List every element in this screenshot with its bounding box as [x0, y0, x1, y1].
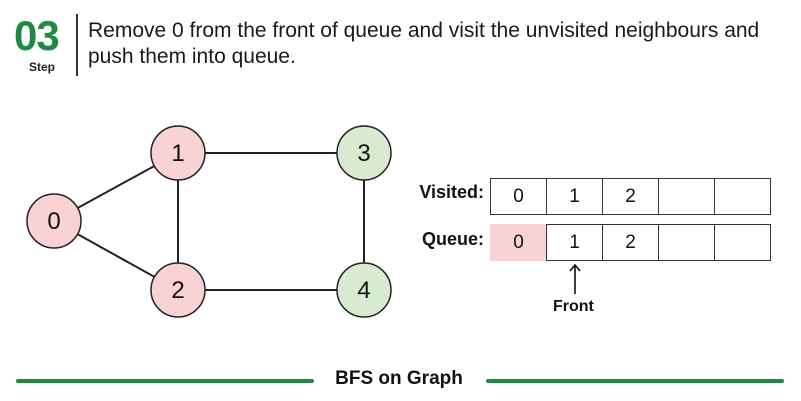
step-divider	[76, 14, 78, 76]
node-circle	[336, 125, 392, 181]
node-label: 2	[171, 277, 184, 304]
footer-rule-right	[486, 379, 784, 383]
graph-diagram: 0 1 2 3 4	[26, 125, 392, 318]
visited-cell: 2	[602, 178, 659, 215]
queue-cell-dequeued: 0	[490, 224, 547, 261]
step-badge: 03 Step	[14, 12, 74, 75]
graph-node-3: 3	[336, 125, 392, 181]
front-arrow-icon	[569, 263, 581, 294]
visited-cell: 0	[490, 178, 547, 215]
queue-array: 0 1 2	[490, 224, 771, 261]
footer-title: BFS on Graph	[335, 368, 463, 389]
step-word: Step	[28, 60, 55, 74]
node-label: 1	[171, 140, 184, 167]
visited-label: Visited:	[419, 182, 484, 202]
queue-label: Queue:	[421, 229, 484, 249]
front-label: Front	[553, 298, 594, 315]
visited-cell	[658, 178, 715, 215]
node-label: 0	[47, 208, 60, 235]
graph-node-4: 4	[336, 262, 392, 318]
step-number: 03	[14, 12, 60, 59]
footer-rule-left	[16, 379, 314, 383]
node-circle	[336, 262, 392, 318]
graph-node-0: 0	[26, 193, 82, 249]
graph-edges	[53, 152, 365, 291]
node-circle	[150, 262, 206, 318]
queue-cell	[714, 224, 771, 261]
queue-cell	[658, 224, 715, 261]
visited-array: 0 1 2	[490, 178, 771, 215]
node-label: 4	[357, 277, 370, 304]
step-description: Remove 0 from the front of queue and vis…	[88, 19, 760, 68]
visited-cell	[714, 178, 771, 215]
queue-cell: 1	[546, 224, 603, 261]
node-label: 3	[357, 140, 370, 167]
node-circle	[150, 125, 206, 181]
graph-node-2: 2	[150, 262, 206, 318]
graph-node-1: 1	[150, 125, 206, 181]
queue-cell: 2	[602, 224, 659, 261]
node-circle	[26, 193, 82, 249]
visited-cell: 1	[546, 178, 603, 215]
